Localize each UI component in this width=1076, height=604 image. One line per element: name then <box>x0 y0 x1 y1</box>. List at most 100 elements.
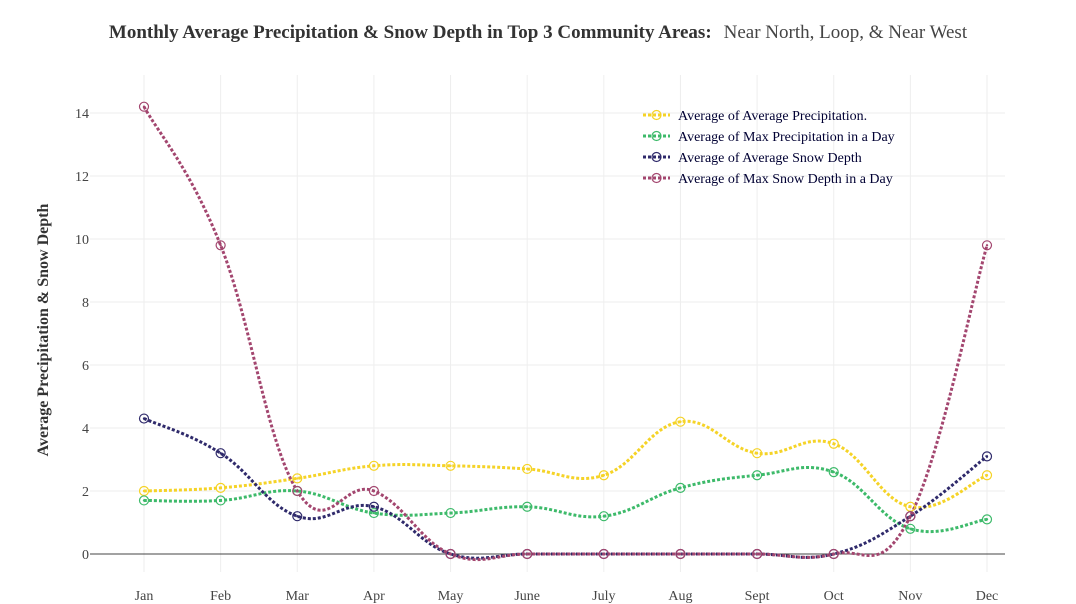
data-point[interactable] <box>292 511 303 522</box>
data-point-center <box>142 105 146 108</box>
data-point[interactable] <box>368 507 380 519</box>
data-point-center <box>372 489 376 493</box>
data-point[interactable] <box>905 523 916 534</box>
data-point[interactable] <box>445 507 456 519</box>
data-point[interactable] <box>368 460 380 471</box>
data-point[interactable] <box>598 470 609 481</box>
data-point[interactable] <box>675 548 686 560</box>
data-point[interactable] <box>981 451 993 462</box>
data-point-center <box>602 552 606 556</box>
data-point[interactable] <box>905 511 916 522</box>
x-tick-label: Dec <box>976 589 999 604</box>
series-lines <box>142 105 989 562</box>
data-point-center <box>142 499 146 502</box>
data-point-center <box>832 442 835 445</box>
data-point[interactable] <box>215 448 226 459</box>
series-line-1 <box>143 419 988 510</box>
data-point-center <box>449 552 452 556</box>
data-point[interactable] <box>215 495 226 506</box>
data-point[interactable] <box>215 482 226 493</box>
chart-title-group: Monthly Average Precipitation & Snow Dep… <box>109 22 968 43</box>
data-point[interactable] <box>981 240 993 251</box>
data-point-center <box>909 515 912 518</box>
data-point[interactable] <box>828 438 839 449</box>
data-point[interactable] <box>292 485 303 497</box>
x-tick-label: July <box>592 589 615 604</box>
data-point-center <box>832 552 835 556</box>
data-point-center <box>296 515 299 518</box>
data-point[interactable] <box>981 514 993 525</box>
data-point[interactable] <box>981 470 993 481</box>
data-point[interactable] <box>368 485 380 497</box>
y-tick-label: 0 <box>82 548 89 563</box>
data-point[interactable] <box>138 495 150 506</box>
legend-item[interactable]: Average of Average Precipitation. <box>643 109 867 124</box>
data-point[interactable] <box>598 511 609 522</box>
data-point[interactable] <box>828 467 839 478</box>
data-point-center <box>679 420 682 423</box>
data-point-center <box>219 452 222 455</box>
data-point-center <box>296 477 299 480</box>
series-line-4 <box>142 105 989 562</box>
data-point-center <box>679 486 682 490</box>
x-tick-label: Sept <box>745 589 770 604</box>
data-point-center <box>372 464 376 467</box>
data-point-center <box>755 474 759 477</box>
data-point[interactable] <box>138 413 150 424</box>
data-point-center <box>909 527 912 530</box>
data-point-center <box>525 505 529 508</box>
data-point-center <box>602 474 606 477</box>
y-tick-label: 6 <box>82 359 89 374</box>
y-axis-label: Average Precipitation & Snow Depth <box>35 204 52 457</box>
data-point-center <box>985 518 989 521</box>
data-point-center <box>372 505 376 508</box>
data-point-center <box>219 499 222 502</box>
data-point[interactable] <box>751 548 763 560</box>
data-point[interactable] <box>598 548 609 560</box>
data-point-center <box>755 452 759 455</box>
y-axis-ticks: 0 2 4 6 8 10 12 14 <box>75 107 89 563</box>
data-point[interactable] <box>751 470 763 481</box>
legend-item[interactable]: Average of Average Snow Depth <box>643 151 862 166</box>
data-point[interactable] <box>215 240 226 251</box>
chart-subtitle: Near North, Loop, & Near West <box>724 22 968 43</box>
data-point[interactable] <box>292 473 303 484</box>
data-point[interactable] <box>522 463 533 475</box>
series-points <box>138 101 993 560</box>
legend-label: Average of Average Precipitation. <box>678 109 867 124</box>
data-point[interactable] <box>675 482 686 493</box>
data-point[interactable] <box>751 448 763 459</box>
data-point-center <box>219 244 222 247</box>
data-point[interactable] <box>138 101 150 112</box>
data-point[interactable] <box>368 501 380 512</box>
x-tick-label: May <box>438 589 464 604</box>
legend-item[interactable]: Average of Max Snow Depth in a Day <box>643 172 893 187</box>
series-line-2 <box>143 465 988 534</box>
data-point-center <box>449 511 452 515</box>
y-tick-label: 14 <box>75 107 89 122</box>
data-point[interactable] <box>445 548 456 560</box>
legend-swatch-marker <box>651 151 662 163</box>
y-tick-label: 12 <box>75 170 89 185</box>
chart-title: Monthly Average Precipitation & Snow Dep… <box>109 22 968 43</box>
x-tick-label: Nov <box>898 589 922 604</box>
data-point[interactable] <box>828 548 839 560</box>
data-point-center <box>832 470 835 474</box>
x-axis-ticks: Jan Feb Mar Apr May June July Aug Sept Oct Nov Dec <box>135 589 999 604</box>
data-point-center <box>985 244 989 247</box>
data-point[interactable] <box>445 460 456 471</box>
grid <box>90 75 1005 572</box>
legend-label: Average of Average Snow Depth <box>678 151 862 166</box>
data-point[interactable] <box>675 416 686 427</box>
legend-item[interactable]: Average of Max Precipitation in a Day <box>643 130 895 145</box>
x-tick-label: Feb <box>210 589 231 604</box>
data-point[interactable] <box>522 501 533 512</box>
y-tick-label: 2 <box>82 485 89 500</box>
legend-swatch-marker <box>651 109 662 121</box>
data-point-center <box>985 474 989 477</box>
legend-swatch-marker <box>651 172 662 184</box>
data-point[interactable] <box>522 548 533 560</box>
data-point-center <box>525 467 529 471</box>
legend: Average of Average Precipitation. Average… <box>643 109 895 187</box>
data-point-center <box>219 486 222 490</box>
